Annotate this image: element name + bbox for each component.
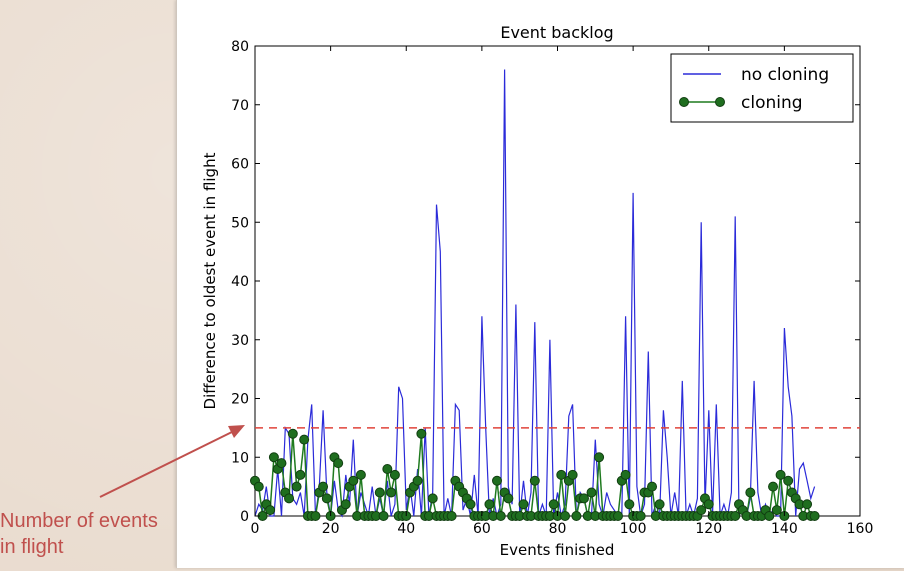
chart: 0 20 40 60 80 100 120 140 160 0 10 20 30 40 50 60 70 80 E… [201,23,873,559]
series-cloning-point [703,499,714,510]
series-cloning-point [287,428,298,439]
series-cloning-point [529,475,540,486]
series-cloning-point [412,475,423,486]
series-cloning-point [654,499,665,510]
y-axis-label: Difference to oldest event in flight [201,152,219,409]
series-cloning-point [427,493,438,504]
series-cloning-point [265,505,276,516]
x-axis-label: Events finished [500,541,615,559]
series-cloning-point [578,493,589,504]
y-tick-label: 40 [231,274,249,290]
series-cloning-point [340,499,351,510]
annotation-line-1: Number of events [0,510,158,532]
x-tick-label: 120 [695,521,722,537]
series-cloning-point [620,469,631,480]
series-cloning-point [594,452,605,463]
legend-label-no-cloning: no cloning [741,65,829,85]
series-cloning-point [809,511,820,521]
series-cloning-point [253,481,264,492]
series-cloning-point [310,511,321,521]
series-cloning-point [268,452,279,463]
x-tick-label: 140 [771,521,798,537]
series-cloning-point [321,493,332,504]
series-cloning-point [613,511,623,521]
series-cloning-point [730,511,741,521]
series-cloning-point [635,511,646,521]
x-tick-label: 0 [251,521,260,537]
series-cloning-point [416,428,427,439]
series-cloning-point [586,487,597,498]
y-tick-label: 50 [231,215,249,231]
series-cloning-point [556,469,567,480]
series-cloning-point [348,475,359,486]
series-cloning-point [284,493,295,504]
legend-label-cloning: cloning [741,93,803,113]
series-cloning-point [382,464,393,474]
annotation-line-2: in flight [0,536,64,558]
plot-area [254,45,861,517]
y-tick-label: 0 [240,509,249,525]
x-tick-label: 160 [847,521,874,537]
series-cloning-point [446,511,457,521]
series-cloning-point [567,469,578,480]
series-cloning-point [295,469,306,480]
series-cloning-point [333,458,344,469]
y-tick-label: 70 [231,98,249,114]
series-cloning-point [465,499,476,510]
marks-layer [250,69,860,521]
series-cloning-point [647,481,658,492]
series-cloning-point [771,505,782,516]
legend-marker-cloning-left [679,97,689,107]
series-cloning-point [355,469,366,480]
figure-panel: 0 20 40 60 80 100 120 140 160 0 10 20 30 40 50 60 70 80 E… [176,0,904,568]
series-cloning-point [548,499,559,510]
series-cloning-point [378,511,389,521]
y-tick-label: 30 [231,333,249,349]
y-tick-label: 20 [231,392,249,408]
legend-marker-cloning-right [715,97,725,107]
series-cloning-point [560,511,571,521]
x-tick-label: 100 [620,521,647,537]
series-cloning-point [518,499,529,510]
series-cloning-point [764,511,775,521]
chart-title: Event backlog [500,23,613,42]
series-cloning-point [484,499,495,510]
series-cloning-point [299,434,310,445]
legend-box [670,53,854,123]
series-cloning-point [389,469,400,480]
series-cloning-point [291,481,302,492]
series-cloning-point [503,493,514,504]
series-cloning-point [495,511,506,521]
x-tick-label: 60 [473,521,491,537]
series-cloning-point [783,475,794,486]
series-cloning-point [768,481,779,492]
y-tick-label: 60 [231,157,249,173]
legend: no cloning cloning [670,53,854,123]
series-cloning-point [276,458,287,469]
series-cloning-point [802,499,813,510]
series-cloning-point [318,481,329,492]
x-tick-label: 80 [549,521,567,537]
x-tick-label: 20 [322,521,340,537]
y-tick-label: 80 [231,39,249,55]
series-cloning-point [745,487,756,498]
series-cloning-point [386,487,397,498]
tick-layer: 0 20 40 60 80 100 120 140 160 0 10 20 30 40 50 60 70 80 [231,39,873,537]
series-cloning-point [492,475,502,486]
series-cloning-point [374,487,385,498]
x-tick-label: 40 [397,521,415,537]
series-cloning-point [571,511,582,521]
series-cloning-point [696,505,707,516]
series-cloning-point [775,469,786,480]
series-cloning-point [624,499,635,510]
y-tick-label: 10 [231,450,249,466]
annotation-text: Number of events in flight [0,508,220,560]
